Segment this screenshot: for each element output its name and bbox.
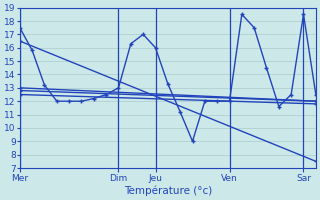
X-axis label: Température (°c): Température (°c) [124, 185, 212, 196]
